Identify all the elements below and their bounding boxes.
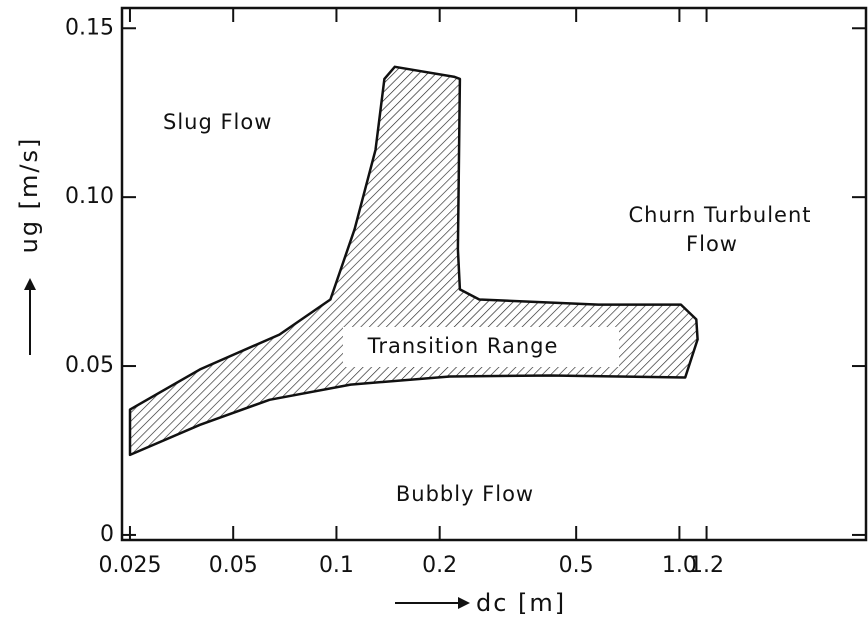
- y-tick-label: 0.10: [65, 184, 114, 209]
- x-tick-label: 0.1: [319, 553, 354, 578]
- annotation: Transition Range: [367, 334, 559, 358]
- y-tick-label: 0: [100, 522, 114, 547]
- y-tick-label: 0.05: [65, 353, 114, 378]
- annotation: Flow: [686, 232, 738, 256]
- annotation: Bubbly Flow: [396, 482, 534, 506]
- label-background: [343, 327, 619, 367]
- y-axis-label: ug [m/s]: [15, 137, 43, 254]
- x-tick-label: 0.5: [559, 553, 594, 578]
- annotation: Slug Flow: [163, 110, 272, 134]
- x-tick-label: 0.2: [422, 553, 457, 578]
- x-tick-label: 0.025: [98, 553, 161, 578]
- x-tick-label: 1.2: [689, 553, 724, 578]
- x-tick-label: 0.05: [209, 553, 258, 578]
- y-tick-label: 0.15: [65, 15, 114, 40]
- x-axis-arrowhead: [458, 597, 470, 609]
- y-axis-arrowhead: [24, 278, 36, 290]
- x-axis-label: dc [m]: [476, 589, 566, 617]
- x-tick-label: 1.0: [662, 553, 697, 578]
- plot-frame: [120, 6, 868, 542]
- annotation: Churn Turbulent: [628, 203, 811, 227]
